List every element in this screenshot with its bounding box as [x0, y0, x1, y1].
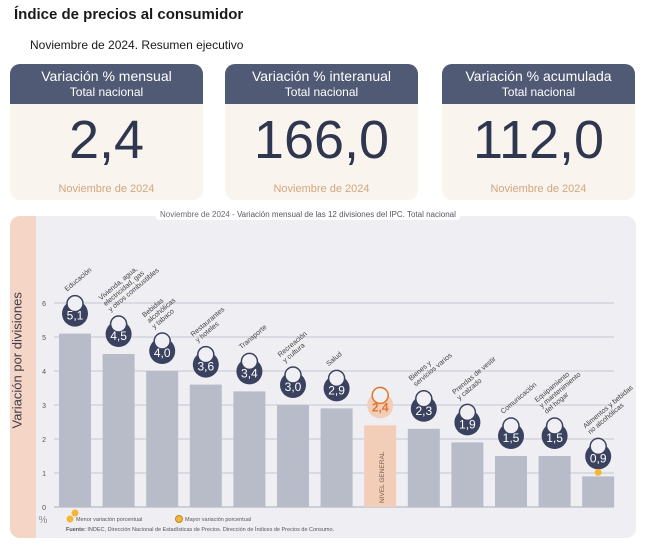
category-label-line: Transporte [238, 324, 268, 351]
data-label: 2,4 [372, 400, 389, 414]
category-label-line: Educación [64, 267, 94, 293]
data-label: 1,5 [503, 431, 520, 445]
bar [582, 476, 615, 507]
card-title: Variación % interanual [251, 68, 392, 84]
y-tick-label: 3 [42, 403, 46, 410]
data-label: 3,4 [241, 366, 258, 380]
y-tick-label: 0 [42, 505, 46, 512]
legend-marker [66, 515, 74, 523]
data-label: 3,6 [197, 360, 214, 374]
chart-title: Noviembre de 2024 - Variación mensual de… [156, 209, 460, 220]
card-subtitle: Total nacional [501, 85, 576, 99]
chart-title-prefix: Noviembre de 2024 - [160, 210, 235, 219]
category-icon [545, 417, 564, 435]
card-value: 112,0 [472, 110, 605, 170]
bar [495, 456, 527, 507]
source-label: Fuente: [66, 527, 86, 533]
source-note: Fuente: INDEC, Dirección Nacional de Est… [66, 526, 335, 533]
category-icon [327, 369, 346, 388]
legend-label: Menor variación porcentual [76, 517, 142, 523]
card-subtitle: Total nacional [284, 85, 359, 99]
data-label: 2,3 [415, 404, 432, 418]
card-footer: Noviembre de 2024 [490, 183, 587, 195]
bar [277, 405, 309, 507]
bar [59, 333, 91, 507]
bar [451, 442, 484, 507]
category-icon [502, 417, 520, 435]
category-label: Alimentos y bebidasno alcohólicas [582, 384, 640, 436]
card-value: 2,4 [68, 110, 145, 170]
card-header: Variación % interanual Total nacional [225, 64, 418, 104]
max-marker [71, 509, 79, 517]
category-label: Salud [325, 351, 343, 368]
card-title: Variación % mensual [41, 68, 172, 84]
page-title: Índice de precios al consumidor [14, 6, 244, 23]
y-tick-label: 4 [42, 369, 46, 376]
category-label: Restaurantesy hoteles [190, 306, 232, 344]
source-text: INDEC, Dirección Nacional de Estadística… [86, 526, 335, 533]
bar [233, 391, 266, 507]
data-label: 5,1 [67, 309, 84, 323]
category-label: Prendas de vestiry calzado [451, 355, 503, 402]
card-title: Variación % acumulada [465, 68, 612, 84]
card-value: 166,0 [253, 110, 390, 170]
bar [407, 428, 440, 507]
data-label: 1,5 [546, 431, 563, 445]
data-label: 3,0 [285, 380, 302, 394]
card-footer: Noviembre de 2024 [273, 183, 370, 195]
card-body: 112,0 Noviembre de 2024 [442, 104, 635, 200]
data-label: 1,9 [459, 417, 476, 431]
category-label: Transporte [238, 324, 268, 351]
min-marker [594, 468, 602, 476]
y-tick-label: 6 [42, 301, 46, 308]
card-accumulated: Variación % acumulada Total nacional 112… [442, 64, 635, 200]
category-label: Bebidasalcohólicasy tabaco [141, 291, 182, 330]
category-icon [240, 352, 259, 371]
bar [189, 384, 222, 507]
legend-marker [175, 515, 183, 523]
category-icon [66, 294, 84, 313]
category-icon [109, 315, 128, 333]
y-tick-label: 5 [42, 335, 46, 342]
category-icon [197, 345, 215, 364]
card-monthly: Variación % mensual Total nacional 2,4 N… [10, 64, 203, 200]
bar [538, 456, 571, 507]
bar [320, 408, 353, 507]
data-label: 2,9 [328, 383, 345, 397]
y-tick-label: 1 [42, 471, 46, 478]
chart-side-band [10, 216, 36, 538]
category-label: Equipamientoy mantenimientodel hogar [534, 366, 588, 416]
category-label-line: Alimentos y bebidas [582, 384, 635, 430]
category-icon [153, 332, 171, 350]
chart-title-main: Variación mensual de las 12 divisiones d… [234, 210, 456, 219]
category-label: Educación [64, 267, 94, 293]
legend-label: Mayor variación porcentual [185, 517, 251, 523]
category-icon [415, 390, 433, 408]
data-label: 0,9 [590, 451, 607, 465]
data-label: 4,0 [154, 346, 171, 360]
card-header: Variación % acumulada Total nacional [442, 64, 635, 104]
category-icon [371, 386, 389, 405]
y-tick-label: 2 [42, 437, 46, 444]
general-label: NIVEL GENERAL [379, 451, 386, 503]
bar [364, 425, 397, 507]
page-subtitle: Noviembre de 2024. Resumen ejecutivo [30, 38, 244, 52]
card-body: 166,0 Noviembre de 2024 [225, 104, 418, 200]
card-subtitle: Total nacional [69, 85, 144, 99]
category-icon [589, 437, 607, 456]
card-footer: Noviembre de 2024 [58, 183, 155, 195]
category-icon [458, 403, 477, 422]
card-header: Variación % mensual Total nacional [10, 64, 203, 104]
category-label: Recreacióny cultura [277, 331, 314, 365]
bar [102, 354, 135, 507]
bar [146, 371, 179, 507]
category-icon [284, 366, 302, 384]
category-label: Bienes yservicios varios [408, 346, 454, 388]
category-label-line: Salud [325, 351, 343, 368]
card-body: 2,4 Noviembre de 2024 [10, 104, 203, 200]
data-label: 4,5 [110, 329, 127, 343]
card-yearly: Variación % interanual Total nacional 16… [225, 64, 418, 200]
y-unit-label: % [39, 515, 48, 526]
